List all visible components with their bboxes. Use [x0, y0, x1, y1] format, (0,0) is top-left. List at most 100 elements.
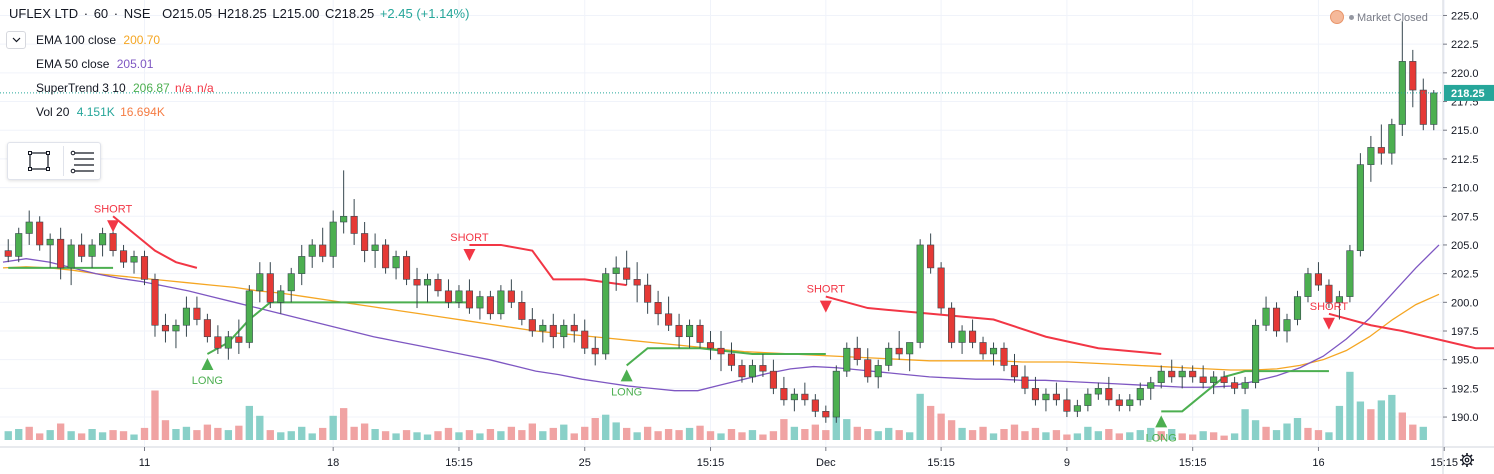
symbol-name[interactable]: UFLEX LTD — [9, 6, 79, 21]
time-axis[interactable]: 111815:152515:15Dec15:15915:151615:15232… — [139, 447, 1494, 469]
volume-bar — [1367, 409, 1375, 440]
volume-bar — [193, 430, 201, 440]
short-signal-label: SHORT — [1310, 301, 1349, 313]
volume-bar — [643, 426, 652, 440]
rectangle-tool-icon — [28, 151, 50, 171]
candle-down — [444, 290, 453, 303]
candle-up — [15, 233, 23, 257]
candle-up — [1430, 92, 1438, 125]
volume-bar — [507, 426, 516, 440]
volume-bar — [1241, 409, 1249, 440]
candle-up — [1293, 296, 1302, 320]
volume-bar — [706, 431, 715, 440]
volume-bar — [696, 425, 704, 440]
indicator-value: n/a — [175, 81, 192, 95]
last-price-badge — [1444, 84, 1494, 101]
candle-down — [1272, 307, 1281, 332]
y-tick-label: 197.5 — [1451, 326, 1479, 338]
drawing-toolbox — [7, 142, 101, 180]
candle-up — [916, 244, 924, 343]
volume-bar — [989, 433, 998, 440]
candle-down — [1199, 376, 1207, 383]
volume-bar — [738, 432, 746, 440]
x-tick-label: 15:15 — [1430, 457, 1458, 469]
candle-up — [256, 273, 264, 292]
candle-up — [308, 244, 316, 257]
collapse-legend-button[interactable] — [6, 31, 26, 49]
supertrend-line — [8, 215, 1494, 413]
volume-bar — [916, 393, 924, 440]
candle-up — [1042, 393, 1050, 401]
candle-up — [1136, 388, 1144, 401]
candle-down — [465, 290, 473, 309]
volume-bar — [1398, 412, 1406, 440]
candle-down — [591, 347, 599, 355]
gear-icon[interactable] — [1459, 452, 1475, 468]
candle-down — [1115, 399, 1123, 406]
short-signal-label: SHORT — [94, 203, 133, 215]
candle-down — [1000, 347, 1008, 366]
candle-down — [549, 324, 557, 338]
candle-down — [361, 233, 369, 251]
indicator-value: 206.87 — [132, 81, 170, 95]
last-price-label: 218.25 — [1451, 88, 1485, 100]
indicator-ema100[interactable]: EMA 100 close 200.70 — [36, 33, 160, 47]
candle-down — [151, 279, 159, 326]
rectangle-tool-button[interactable] — [26, 148, 54, 174]
exchange: NSE — [123, 6, 151, 21]
supertrend-up-segment — [626, 347, 826, 367]
short-signal-label: SHORT — [450, 232, 489, 244]
candle-up — [1178, 370, 1186, 378]
candle-down — [780, 388, 788, 401]
indicator-value: n/a — [197, 81, 214, 95]
indicator-volume[interactable]: Vol 20 4.151K 16.694K — [36, 105, 165, 119]
market-status-label: Market Closed — [1357, 12, 1428, 24]
candle-down — [811, 399, 819, 412]
candle-up — [277, 290, 285, 303]
fib-lines-icon — [70, 150, 94, 174]
y-tick-label: 195.0 — [1451, 355, 1479, 367]
candle-up — [67, 244, 75, 269]
short-signal-arrow — [819, 300, 832, 313]
candle-down — [570, 324, 578, 332]
volume-bar — [486, 429, 495, 440]
candle-up — [46, 238, 54, 246]
volume-bar — [1157, 431, 1165, 440]
short-signal-arrow — [463, 248, 476, 261]
price-axis[interactable]: 190.0 192.5 195.0 197.5 200.0 202.5 205.0 207.5… — [1443, 10, 1494, 424]
fib-lines-tool-button[interactable] — [68, 148, 96, 174]
x-tick-label: 18 — [327, 457, 339, 469]
candle-down — [665, 313, 673, 326]
x-tick-label: 25 — [579, 457, 591, 469]
ema-50-line — [2, 244, 1440, 392]
ohlc-close: C218.25 — [325, 6, 375, 21]
volume-bar — [476, 433, 484, 440]
volume-bars — [4, 371, 1427, 440]
candle-down — [853, 347, 861, 360]
volume-bar — [172, 429, 180, 440]
candle-down — [706, 342, 715, 349]
volume-bar — [685, 427, 694, 440]
volume-bar — [1262, 426, 1270, 440]
volume-bar — [339, 408, 348, 440]
volume-bar — [518, 430, 526, 440]
candle-up — [1157, 370, 1165, 383]
volume-bar — [539, 431, 547, 440]
candle-down — [644, 284, 652, 303]
volume-bar — [413, 432, 421, 440]
volume-bar — [319, 427, 327, 440]
volume-bar — [1419, 426, 1427, 440]
candle-down — [1031, 388, 1040, 401]
indicator-ema50[interactable]: EMA 50 close 205.01 — [36, 57, 153, 71]
separator: · — [83, 6, 89, 21]
volume-bar — [203, 424, 212, 440]
toolbox-divider — [63, 146, 64, 176]
volume-bar — [214, 427, 222, 440]
interval[interactable]: 60 — [93, 6, 109, 21]
indicator-name: SuperTrend 3 10 — [36, 81, 126, 95]
indicator-name: EMA 100 close — [36, 33, 117, 47]
volume-bar — [1272, 430, 1281, 440]
candle-down — [78, 244, 86, 257]
indicator-supertrend[interactable]: SuperTrend 3 10 206.87 n/a n/a — [36, 81, 214, 95]
